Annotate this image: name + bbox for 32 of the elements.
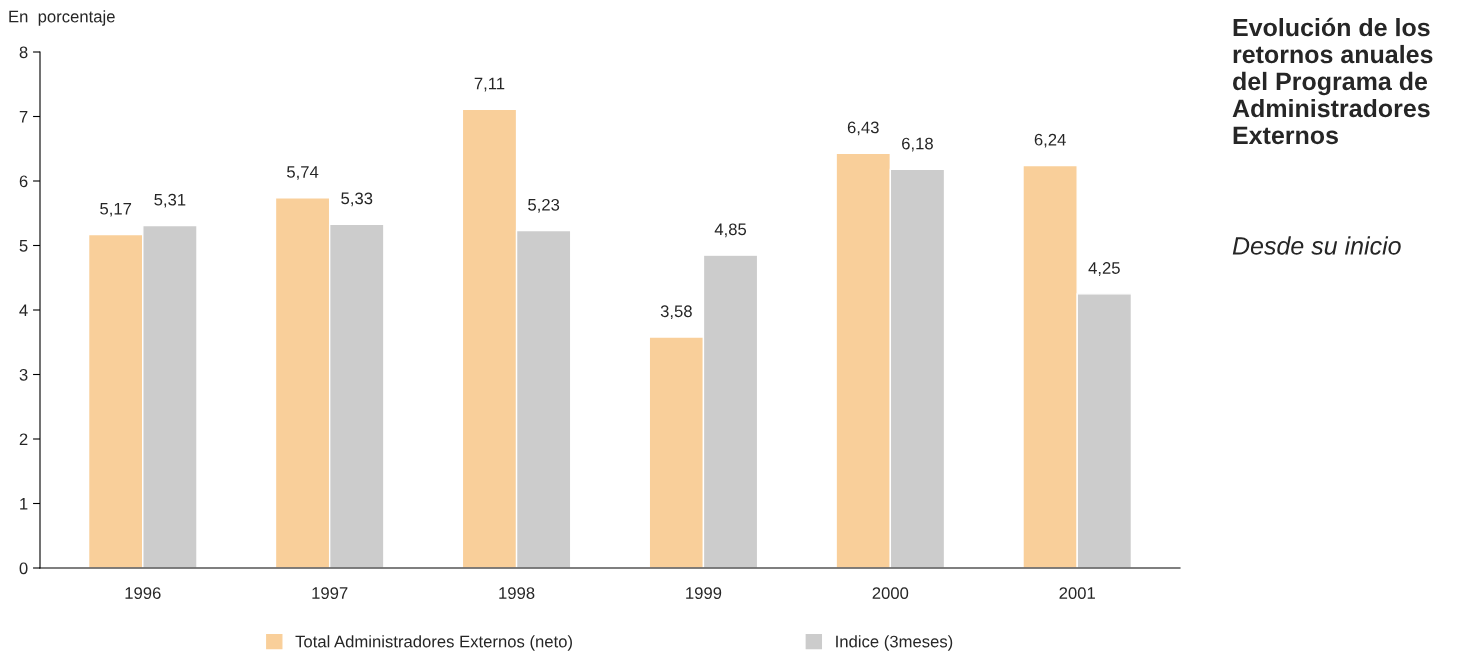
x-tick-label: 2001	[1059, 587, 1095, 599]
data-label: 6,43	[847, 121, 879, 136]
data-label: 5,31	[154, 193, 186, 208]
y-tick-label: 7	[19, 111, 28, 123]
x-tick-label: 1999	[686, 587, 722, 599]
data-label: 5,33	[341, 192, 373, 207]
x-tick-label: 1996	[125, 587, 161, 599]
data-label: 5,17	[100, 202, 132, 217]
text: Evolución de los retornos anuales del Programa de Administradores Externos	[1232, 17, 1433, 145]
y-tick-label: 8	[19, 46, 28, 59]
data-label: 4,85	[714, 223, 747, 238]
x-tick-label: 1998	[499, 587, 535, 599]
data-label: 3,58	[660, 305, 692, 320]
legend-label: Indice (3meses)	[836, 635, 953, 651]
text: Desde su inicio	[1232, 236, 1401, 255]
data-label: 6,24	[1034, 133, 1066, 148]
x-tick-label: 2000	[872, 587, 909, 599]
y-tick-label: 3	[19, 368, 28, 381]
y-tick-label: 0	[19, 562, 28, 575]
y-tick-label: 1	[20, 498, 28, 510]
y-tick-label: 2	[19, 433, 28, 446]
x-tick-label: 1997	[312, 587, 348, 599]
data-label: 5,23	[528, 198, 560, 213]
y-axis-title: En porcentaje	[9, 10, 115, 26]
data-label: 7,11	[474, 77, 505, 92]
data-label: 4,25	[1088, 262, 1120, 276]
y-tick-label: 6	[19, 175, 28, 188]
data-label: 5,74	[287, 166, 319, 180]
data-label: 6,18	[902, 137, 933, 152]
y-tick-label: 4	[19, 304, 28, 317]
legend-label: Total Administradores Externos (neto)	[295, 635, 572, 651]
y-tick-label: 5	[19, 240, 28, 252]
